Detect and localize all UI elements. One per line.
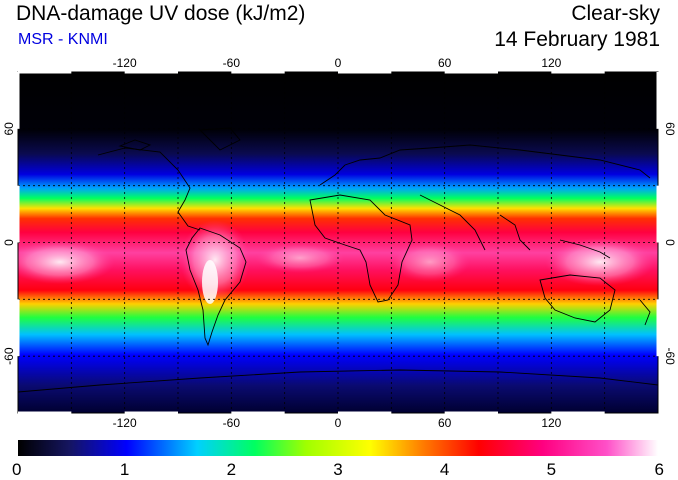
colorbar-ticks: 0 1 2 3 4 5 6 (12, 460, 664, 479)
frame-marks (16, 70, 660, 415)
longitude-label-top: 60 (438, 56, 452, 70)
colorbar-tick-label: 1 (120, 460, 129, 479)
sky-condition-label: Clear-sky (571, 2, 660, 25)
longitude-label-top: 0 (335, 56, 342, 70)
latitude-label-left: 0 (2, 239, 16, 246)
date-label: 14 February 1981 (494, 28, 660, 51)
coastlines (18, 127, 658, 393)
latitude-ticks-left: 60 0 -60 (2, 122, 16, 365)
longitude-label-top: 120 (541, 56, 561, 70)
latitude-ticks-right: 60 0 -60 (663, 122, 677, 365)
longitude-label-bottom: -120 (113, 416, 137, 430)
colorbar-tick-label: 3 (333, 460, 342, 479)
longitude-label-top: -120 (113, 56, 137, 70)
longitude-label-bottom: -60 (223, 416, 241, 430)
colorbar-tick-label: 5 (547, 460, 556, 479)
latitude-label-right: -60 (663, 347, 677, 365)
longitude-label-bottom: 60 (438, 416, 452, 430)
latitude-label-left: -60 (2, 347, 16, 365)
colorbar-tick-label: 2 (227, 460, 236, 479)
longitude-ticks-bottom: -120 -60 0 60 120 (113, 416, 562, 430)
uv-field (18, 72, 658, 413)
colorbar (18, 440, 658, 456)
longitude-label-bottom: 120 (541, 416, 561, 430)
colorbar-tick-label: 0 (12, 460, 21, 479)
latitude-label-right: 0 (663, 239, 677, 246)
map-title: DNA-damage UV dose (kJ/m2) (16, 2, 306, 25)
latitude-label-left: 60 (2, 122, 16, 136)
colorbar-tick-label: 6 (655, 460, 664, 479)
colorbar-tick-label: 4 (440, 460, 449, 479)
longitude-label-top: -60 (223, 56, 241, 70)
source-label: MSR - KNMI (18, 31, 108, 48)
longitude-ticks-top: -120 -60 0 60 120 (113, 56, 562, 70)
graticule (18, 72, 658, 413)
longitude-label-bottom: 0 (335, 416, 342, 430)
latitude-label-right: 60 (663, 122, 677, 136)
